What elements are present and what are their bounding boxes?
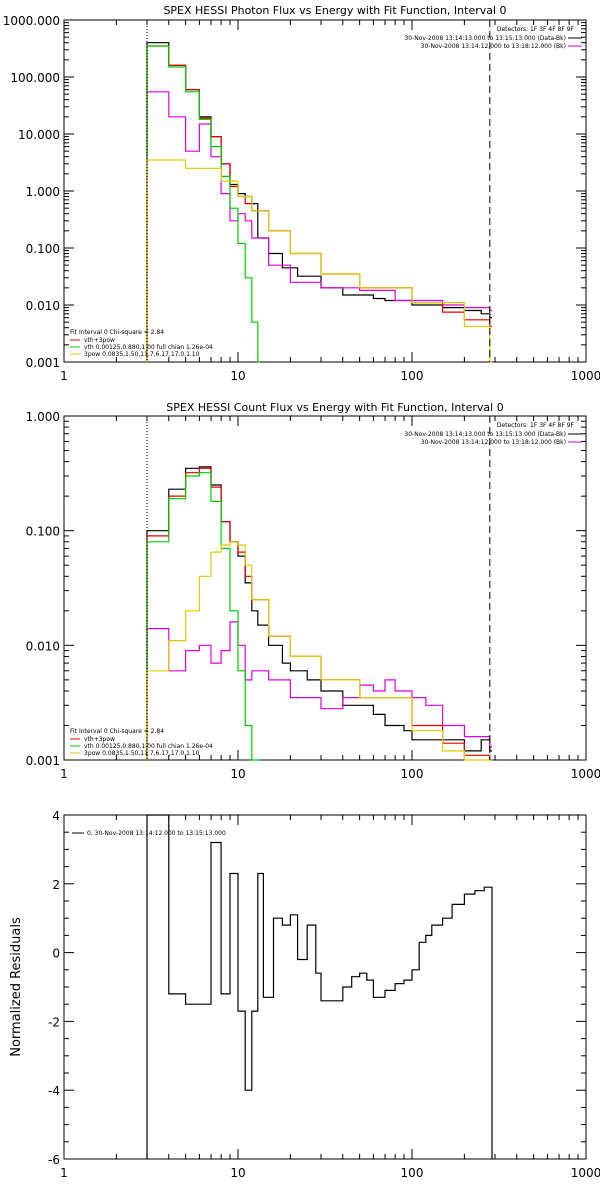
legend-line-data: 30-Nov-2008 13:14:13.000 to 13:15:13.000… <box>404 431 566 438</box>
series-line-4 <box>146 159 492 363</box>
legend-vth-label: vth 0.00125,0.880,1.00 full chian 1.26e-… <box>84 344 213 351</box>
y-tick-label: 0.001 <box>26 356 60 370</box>
y-tick-label: 1.000 <box>26 410 60 424</box>
legend-line-bk: 30-Nov-2008 13:14:12.000 to 13:18:12.000… <box>421 439 566 446</box>
x-tick-label: 100 <box>401 767 424 781</box>
series-layer <box>146 814 493 1159</box>
marker-lines <box>146 416 491 760</box>
x-tick-label: 1 <box>60 767 68 781</box>
y-tick-label: 0.001 <box>26 754 60 768</box>
x-tick-label: 10 <box>230 1166 245 1180</box>
y-tick-label: 0.010 <box>26 299 60 313</box>
series-line-2 <box>146 467 492 761</box>
y-tick-label: -4 <box>48 1084 60 1098</box>
y-tick-label: 1.000 <box>26 185 60 199</box>
legend-line-detectors: Detectors: 1F 3F 4F 8F 9F <box>497 422 575 429</box>
panel-title: SPEX HESSI Count Flux vs Energy with Fit… <box>166 401 503 414</box>
legend-left: 0, 30-Nov-2008 13:14:12.000 to 13:15:13.… <box>72 830 226 837</box>
legend-fit-line: Fit Interval 0 Chi-square = 2.84 <box>70 329 164 336</box>
series-line-3 <box>146 472 261 761</box>
y-tick-label: 1000.000 <box>3 14 60 28</box>
series-line-4 <box>146 541 492 761</box>
y-tick-label: 2 <box>52 878 60 892</box>
marker-lines <box>146 20 491 362</box>
y-tick-label: 4 <box>52 809 60 823</box>
x-tick-label: 10 <box>230 369 245 383</box>
y-tick-label: -2 <box>48 1015 60 1029</box>
legend-left: Fit Interval 0 Chi-square = 2.84 vth+3po… <box>70 329 213 358</box>
legend-vth-label: vth 0.00125,0.880,1.00 full chian 1.26e-… <box>84 743 213 750</box>
x-tick-label: 1000 <box>571 767 600 781</box>
series-line-1 <box>146 621 492 760</box>
legend-total-label: vth+3pow <box>84 736 115 743</box>
panel-title: SPEX HESSI Photon Flux vs Energy with Fi… <box>163 4 506 17</box>
y-tick-label: 0.100 <box>26 242 60 256</box>
plot-frame <box>63 19 587 363</box>
series-layer <box>146 466 492 761</box>
series-layer <box>146 42 492 363</box>
y-tick-label: 10.000 <box>18 128 60 142</box>
plot-frame <box>63 814 587 1160</box>
legend-line-bk: 30-Nov-2008 13:14:12.000 to 13:18:12.000… <box>421 43 566 50</box>
y-tick-label: 0.100 <box>26 525 60 539</box>
y-tick-label: 0.010 <box>26 639 60 653</box>
x-tick-label: 1000 <box>571 1166 600 1180</box>
legend-line-data: 30-Nov-2008 13:14:13.000 to 13:15:13.000… <box>404 35 566 42</box>
x-tick-label: 1 <box>60 369 68 383</box>
tick-layer: 1 10 100 1000 -6 -4 -2 0 2 4 <box>48 809 600 1180</box>
legend-3pow-label: 3pow 0.0835,1.50,11.7,6.17,17.0,1.10 <box>84 750 200 757</box>
residuals-panel: Normalized Residuals 1 10 100 1000 -6 -4 -2 0 2 4… <box>9 809 600 1180</box>
x-tick-label: 100 <box>401 1166 424 1180</box>
y-tick-label: 0 <box>52 947 60 961</box>
y-tick-label: -6 <box>48 1153 60 1167</box>
legend-line-detectors: Detectors: 1F 3F 4F 8F 9F <box>497 26 575 33</box>
x-tick-label: 100 <box>401 369 424 383</box>
series-line-0 <box>146 466 492 760</box>
series-line-0 <box>146 42 492 362</box>
series-line-0 <box>146 814 493 1159</box>
legend-fit-line: Fit Interval 0 Chi-square = 2.84 <box>70 728 164 735</box>
plot-frame <box>63 415 587 761</box>
legend-residual-label: 0, 30-Nov-2008 13:14:12.000 to 13:15:13.… <box>87 830 226 837</box>
x-tick-label: 1 <box>60 1166 68 1180</box>
legend-total-label: vth+3pow <box>84 337 115 344</box>
x-tick-label: 1000 <box>571 369 600 383</box>
y-axis-label: Normalized Residuals <box>9 917 24 1057</box>
y-tick-label: 100.000 <box>10 71 60 85</box>
x-tick-label: 10 <box>230 767 245 781</box>
count-flux-panel: SPEX HESSI Count Flux vs Energy with Fit… <box>26 401 600 781</box>
series-line-2 <box>146 45 492 362</box>
legend-left: Fit Interval 0 Chi-square = 2.84 vth+3po… <box>70 728 213 757</box>
series-line-3 <box>146 45 261 363</box>
series-line-1 <box>146 91 492 362</box>
tick-layer: 1 10 100 1000 0.001 0.010 0.100 1.000 10.000 100.… <box>3 14 600 383</box>
legend-right: Detectors: 1F 3F 4F 8F 9F 30-Nov-2008 13… <box>404 26 582 50</box>
photon-flux-panel: SPEX HESSI Photon Flux vs Energy with Fi… <box>3 4 600 383</box>
tick-layer: 1 10 100 1000 0.001 0.010 0.100 1.000 <box>26 410 600 781</box>
legend-3pow-label: 3pow 0.0835,1.50,11.7,6.17,17.0,1.10 <box>84 351 200 358</box>
legend-right: Detectors: 1F 3F 4F 8F 9F 30-Nov-2008 13… <box>404 422 582 446</box>
